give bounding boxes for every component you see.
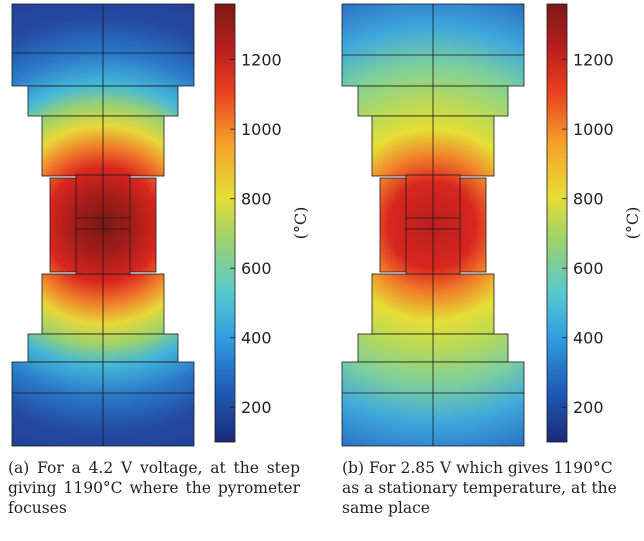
panel-b: 1200 1000 800 600 400 200 (°C) <box>336 0 644 454</box>
caption-b-line-2: as a stationary temperature, at the <box>342 478 644 498</box>
colorbar-ticks-b: 1200 1000 800 600 400 200 <box>562 51 614 418</box>
colorbar-ticks-a: 1200 1000 800 600 400 200 <box>230 51 282 418</box>
colorbar-tick-label: 400 <box>573 329 604 348</box>
colorbar-tick-label: 1200 <box>241 51 282 70</box>
colorbar-tick-label: 1200 <box>573 51 614 70</box>
caption-a: (a) For a 4.2 V voltage, at the step giv… <box>8 458 300 518</box>
colorbar-tick-label: 800 <box>241 190 272 209</box>
colorbar-tick-label: 200 <box>573 398 604 417</box>
colorbar-tick-label: 1000 <box>241 120 282 139</box>
caption-a-text: (a) For a 4.2 V voltage, at the step giv… <box>8 459 300 517</box>
panel-a: 1200 1000 800 600 400 200 (°C) <box>0 0 336 454</box>
colorbar-tick-label: 600 <box>573 259 604 278</box>
heat-map-a: 1200 1000 800 600 400 200 (°C) <box>0 0 336 450</box>
colorbar-a: 1200 1000 800 600 400 200 (°C) <box>215 4 310 442</box>
caption-b: (b) For 2.85 V which gives 1190°C as a s… <box>342 458 644 518</box>
colorbar-tick-label: 800 <box>573 190 604 209</box>
colorbar-unit-a: (°C) <box>291 207 310 240</box>
caption-b-line-1: (b) For 2.85 V which gives 1190°C <box>342 458 644 478</box>
colorbar-tick-label: 400 <box>241 329 272 348</box>
colorbar-unit-b: (°C) <box>623 207 642 240</box>
colorbar-tick-label: 600 <box>241 259 272 278</box>
colorbar-b: 1200 1000 800 600 400 200 (°C) <box>547 4 642 442</box>
heat-map-b: 1200 1000 800 600 400 200 (°C) <box>336 0 644 450</box>
caption-b-line-3: same place <box>342 498 644 518</box>
colorbar-tick-label: 200 <box>241 398 272 417</box>
colorbar-tick-label: 1000 <box>573 120 614 139</box>
